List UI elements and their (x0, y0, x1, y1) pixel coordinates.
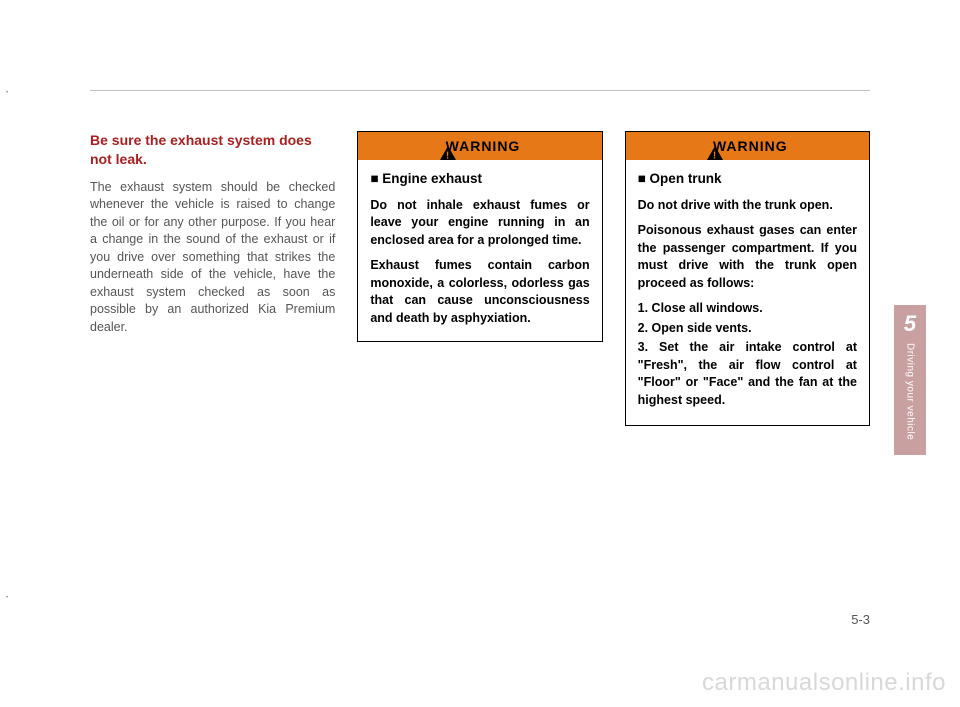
warning-subtitle: ■ Engine exhaust (370, 170, 589, 189)
watermark: carmanualsonline.info (702, 669, 946, 697)
warning-text: Do not inhale exhaust fumes or leave you… (370, 197, 589, 250)
warning-text: Do not drive with the trunk open. (638, 197, 857, 215)
page-number: 5-3 (851, 612, 870, 627)
top-divider (90, 90, 870, 91)
column-middle: ! WARNING ■ Engine exhaust Do not inhale… (357, 131, 602, 426)
warning-steps: 1. Close all windows. 2. Open side vents… (638, 300, 857, 409)
section-heading: Be sure the exhaust system does not leak… (90, 131, 335, 169)
warning-text: Exhaust fumes contain carbon monoxide, a… (370, 257, 589, 327)
warning-body: ■ Engine exhaust Do not inhale exhaust f… (358, 160, 601, 341)
warning-header: ! WARNING (626, 132, 869, 160)
warning-body: ■ Open trunk Do not drive with the trunk… (626, 160, 869, 425)
content-row: Be sure the exhaust system does not leak… (90, 131, 870, 426)
chapter-label: Driving your vehicle (905, 343, 916, 440)
warning-step: 2. Open side vents. (638, 320, 857, 338)
warning-label: WARNING (713, 138, 788, 154)
chapter-number: 5 (894, 311, 926, 337)
svg-text:!: ! (713, 151, 717, 161)
warning-header: ! WARNING (358, 132, 601, 160)
column-right: ! WARNING ■ Open trunk Do not drive with… (625, 131, 870, 426)
warning-text: Poisonous exhaust gases can enter the pa… (638, 222, 857, 292)
section-body: The exhaust system should be checked whe… (90, 179, 335, 337)
svg-text:!: ! (445, 151, 449, 161)
warning-step: 3. Set the air intake control at "Fresh"… (638, 339, 857, 409)
warning-label: WARNING (446, 138, 521, 154)
warning-step: 1. Close all windows. (638, 300, 857, 318)
chapter-tab: 5 Driving your vehicle (894, 305, 926, 455)
warning-subtitle: ■ Open trunk (638, 170, 857, 189)
column-left: Be sure the exhaust system does not leak… (90, 131, 335, 426)
warning-box-exhaust: ! WARNING ■ Engine exhaust Do not inhale… (357, 131, 602, 342)
manual-page: Be sure the exhaust system does not leak… (0, 0, 960, 707)
warning-box-trunk: ! WARNING ■ Open trunk Do not drive with… (625, 131, 870, 426)
